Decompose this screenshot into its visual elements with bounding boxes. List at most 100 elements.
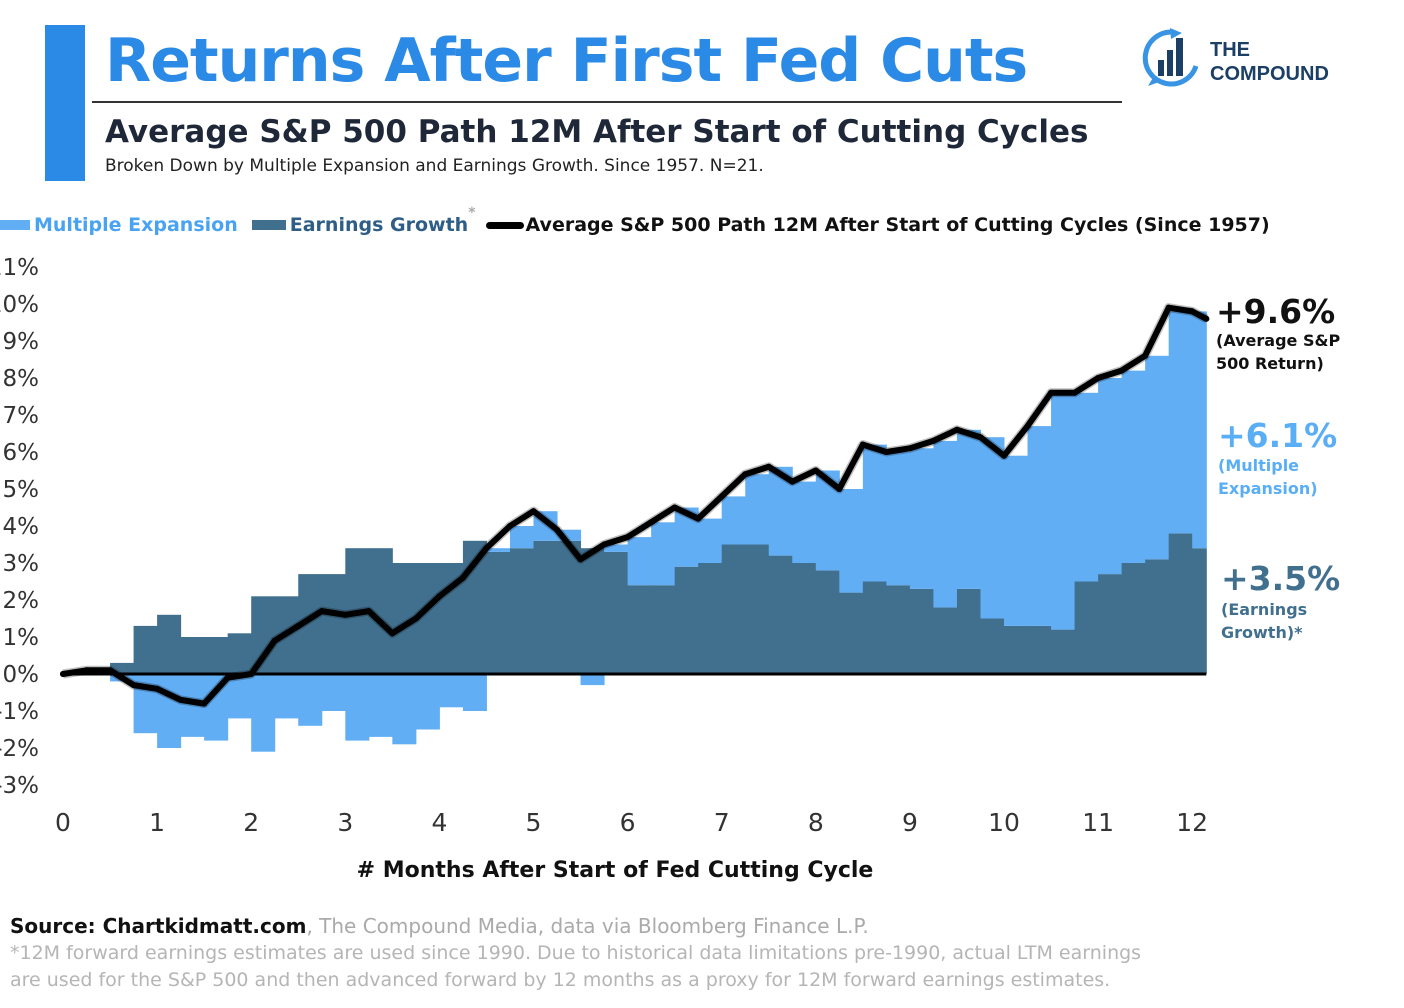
average-path-point: [1189, 308, 1196, 315]
average-path-point: [812, 467, 819, 474]
earnings-growth-bar: [509, 548, 534, 674]
earnings-growth-bar: [909, 588, 934, 674]
annotation-total-value: +9.6%: [1216, 292, 1336, 331]
multiple-expansion-bar: [1168, 307, 1193, 534]
multiple-expansion-bar: [1074, 392, 1099, 582]
multiple-expansion-bar: [1121, 370, 1146, 563]
average-path-point: [554, 526, 561, 533]
average-path-point: [906, 445, 913, 452]
annotation-earnings-label-1: (Earnings: [1221, 600, 1308, 619]
multiple-expansion-bar: [698, 518, 723, 563]
title-divider: [92, 101, 1122, 103]
earnings-growth-bar: [1168, 533, 1193, 674]
multiple-expansion-bar: [298, 674, 323, 726]
average-path-point: [248, 671, 255, 677]
average-path-point: [859, 441, 866, 448]
multiple-expansion-bar: [1004, 455, 1029, 626]
earnings-growth-bar: [980, 618, 1005, 674]
average-path-point: [295, 622, 302, 629]
y-tick-label: 0%: [3, 662, 40, 688]
average-path-point: [1095, 375, 1102, 381]
multiple-expansion-bar: [157, 674, 182, 748]
earnings-growth-bar: [792, 563, 817, 674]
multiple-expansion-bar: [274, 674, 299, 719]
chart-subtitle: Average S&P 500 Path 12M After Start of …: [105, 114, 1089, 150]
y-tick-label: 8%: [3, 366, 40, 392]
average-path-line: [60, 304, 1210, 707]
earnings-growth-bar: [1004, 625, 1029, 674]
average-path-point: [953, 426, 960, 433]
chart-plot: 11%10%9%8%7%6%5%4%3%2%1%0%-1%-2%-3%01234…: [0, 255, 1210, 837]
average-path-point: [459, 574, 466, 581]
multiple-expansion-bar: [604, 544, 629, 552]
multiple-expansion-bar: [721, 496, 746, 545]
average-path-point: [742, 471, 749, 478]
multiple-expansion-bar: [627, 537, 652, 586]
earnings-growth-bar: [321, 574, 346, 674]
earnings-growth-bar: [1051, 629, 1076, 674]
earnings-growth-bar: [627, 585, 652, 674]
logo-line-2: COMPOUND: [1210, 63, 1329, 85]
average-path-point: [648, 519, 655, 526]
annotation-total-label-2: 500 Return): [1216, 354, 1324, 373]
y-tick-label: 3%: [3, 551, 40, 577]
average-path-point: [1001, 452, 1007, 459]
y-tick-label: 9%: [3, 329, 40, 355]
average-path-point: [201, 700, 208, 707]
source-rest: , The Compound Media, data via Bloomberg…: [306, 914, 869, 938]
earnings-growth-bar: [157, 614, 182, 674]
earnings-growth-bar: [862, 581, 887, 674]
multiple-expansion-bar: [251, 674, 276, 752]
legend-earnings-growth: Earnings Growth: [289, 214, 469, 236]
average-path-point: [1203, 315, 1210, 322]
legend-swatch-average: [485, 221, 524, 229]
earnings-growth-bar: [1027, 625, 1052, 674]
multiple-expansion-bar: [462, 674, 487, 711]
average-path-point: [601, 541, 608, 548]
y-tick-label: 2%: [3, 588, 40, 614]
x-tick-label: 5: [526, 808, 542, 837]
x-tick-label: 9: [902, 808, 918, 837]
x-tick-label: 10: [988, 808, 1020, 837]
average-path-point: [130, 682, 137, 689]
chart-legend: Multiple Expansion Earnings Growth * Ave…: [0, 205, 1270, 236]
y-tick-label: 5%: [3, 477, 40, 503]
page-title: Returns After First Fed Cuts: [105, 26, 1028, 96]
average-path-point: [1142, 352, 1149, 359]
earnings-growth-bar: [1121, 563, 1146, 674]
multiple-expansion-bar: [886, 452, 911, 586]
multiple-expansion-bar: [227, 674, 252, 719]
multiple-expansion-bar: [1051, 392, 1076, 630]
average-path-point: [1118, 367, 1125, 374]
earnings-growth-bar: [839, 592, 864, 674]
x-tick-label: 4: [431, 808, 447, 837]
legend-swatch-earnings: [251, 220, 286, 230]
earnings-growth-bar: [933, 607, 958, 674]
multiple-expansion-bar: [933, 440, 958, 608]
earnings-growth-bar: [1098, 574, 1123, 674]
multiple-expansion-bar: [839, 489, 864, 593]
average-path-point: [177, 696, 184, 703]
average-path-point: [577, 556, 584, 563]
average-path-point: [224, 674, 231, 681]
average-path-point: [977, 434, 984, 441]
multiple-expansion-bar: [580, 674, 605, 686]
earnings-growth-bar: [768, 555, 793, 674]
average-path-point: [765, 463, 772, 470]
multiple-expansion-bar: [909, 448, 934, 589]
multiple-expansion-bar: [345, 674, 370, 741]
average-path-point: [789, 478, 796, 485]
average-path-point: [107, 667, 114, 674]
multiple-expansion-bar: [486, 548, 511, 552]
average-path-point: [530, 508, 537, 515]
title-accent-bar: [45, 25, 85, 181]
x-tick-label: 6: [620, 808, 636, 837]
average-path-point: [695, 515, 702, 522]
annotation-multiple-label: (Multiple Expansion): [1218, 454, 1318, 500]
x-tick-label: 11: [1082, 808, 1114, 837]
average-path-point: [671, 504, 678, 511]
annotation-earnings-value: +3.5%: [1221, 559, 1341, 598]
legend-swatch-multiple: [0, 220, 30, 230]
multiple-expansion-bar: [956, 429, 981, 589]
average-path-point: [342, 611, 349, 618]
